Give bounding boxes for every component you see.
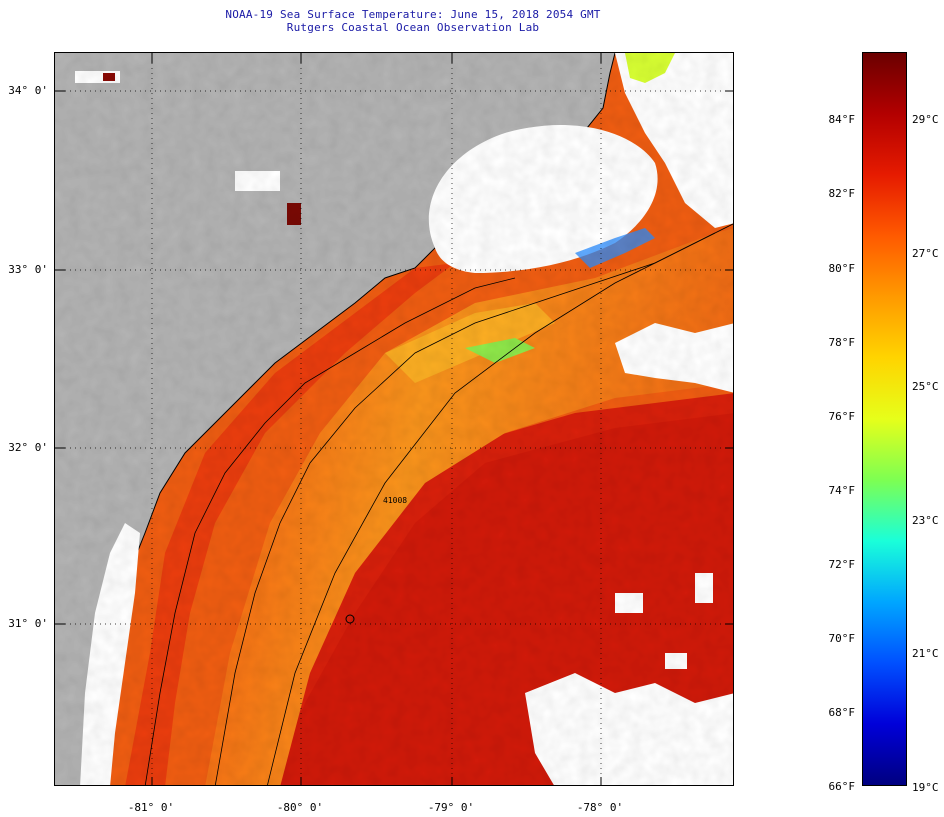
title-line-1: NOAA-19 Sea Surface Temperature: June 15…	[225, 8, 601, 21]
temperature-colorbar	[862, 52, 907, 786]
colorbar-c-label-23: 23°C	[912, 514, 939, 527]
chart-title: NOAA-19 Sea Surface Temperature: June 15…	[0, 8, 826, 34]
sst-map: 41008	[54, 52, 734, 786]
colorbar-f-label-68: 68°F	[828, 706, 856, 719]
colorbar-f-label-78: 78°F	[828, 336, 856, 349]
colorbar-f-label-70: 70°F	[828, 632, 856, 645]
lon-label-81: -81° 0'	[127, 801, 175, 814]
colorbar-f-label-84: 84°F	[828, 113, 856, 126]
colorbar-f-label-72: 72°F	[828, 558, 856, 571]
graticule	[55, 53, 733, 785]
colorbar-f-label-82: 82°F	[828, 187, 856, 200]
colorbar-f-label-74: 74°F	[828, 484, 856, 497]
colorbar-f-label-80: 80°F	[828, 262, 856, 275]
lat-label-34: 34° 0'	[8, 84, 48, 97]
lat-label-33: 33° 0'	[8, 263, 48, 276]
colorbar-c-label-19: 19°C	[912, 781, 939, 794]
lon-label-78: -78° 0'	[576, 801, 624, 814]
lon-label-80: -80° 0'	[276, 801, 324, 814]
colorbar-f-label-76: 76°F	[828, 410, 856, 423]
lat-label-32: 32° 0'	[8, 441, 48, 454]
colorbar-c-label-25: 25°C	[912, 380, 939, 393]
colorbar-c-label-27: 27°C	[912, 247, 939, 260]
title-line-2: Rutgers Coastal Ocean Observation Lab	[286, 21, 540, 34]
colorbar-f-label-66: 66°F	[828, 780, 856, 793]
sst-texture	[55, 53, 733, 785]
tick-marks	[55, 53, 733, 785]
lat-label-31: 31° 0'	[8, 617, 48, 630]
colorbar-c-label-29: 29°C	[912, 113, 939, 126]
lon-label-79: -79° 0'	[427, 801, 475, 814]
sst-map-canvas: 41008	[55, 53, 733, 785]
colorbar-c-label-21: 21°C	[912, 647, 939, 660]
